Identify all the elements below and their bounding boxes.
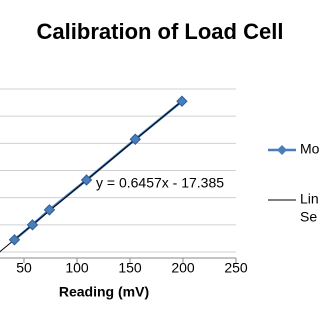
legend-label: Se: [300, 209, 317, 225]
point: [26, 219, 39, 231]
x-axis-label: Reading (mV): [59, 284, 149, 300]
legend-label: Mo: [300, 141, 320, 157]
point: [80, 174, 93, 186]
chart-title: Calibration of Load Cell: [37, 19, 284, 44]
legend-marker: [277, 145, 287, 155]
point: [129, 133, 142, 145]
x-tick-label: 200: [171, 260, 195, 276]
x-tick-label: 150: [118, 260, 142, 276]
x-tick-label: 250: [224, 260, 248, 276]
point: [176, 95, 188, 107]
point: [43, 204, 56, 216]
legend-label: Lin: [300, 191, 319, 207]
x-tick-label: 50: [16, 260, 32, 276]
point: [8, 234, 21, 246]
trendline-equation: y = 0.6457x - 17.385: [96, 175, 224, 191]
x-tick-label: 100: [65, 260, 89, 276]
